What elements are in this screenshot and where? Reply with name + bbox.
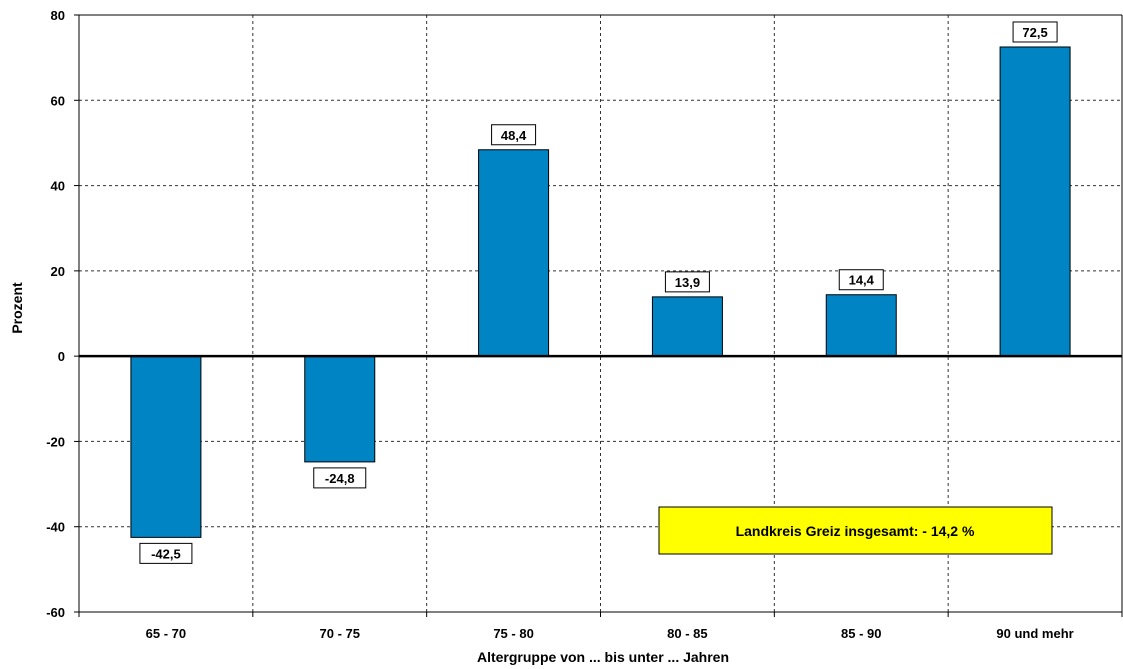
data-label: 13,9 [664,271,710,293]
y-tick-label: 0 [58,349,65,364]
data-label: 72,5 [1012,21,1058,43]
data-labels: -42,5 -24,8 48,4 13,9 14,4 72,5 [139,21,1058,564]
data-label-box [139,542,193,564]
x-tick-label: 90 und mehr [996,626,1073,641]
x-tick-label: 75 - 80 [493,626,533,641]
data-label-text: -42,5 [151,546,181,561]
data-label-box [664,271,710,293]
total-note-text: Landkreis Greiz insgesamt: - 14,2 % [736,523,975,539]
x-tick-label: 65 - 70 [146,626,186,641]
data-label: -42,5 [139,542,193,564]
data-label-box [1012,21,1058,43]
bars [130,46,1071,538]
data-label: -24,8 [313,467,367,489]
data-label-box [838,269,884,291]
y-tick-labels: -60 -40 -20 0 20 40 60 80 [46,8,65,620]
y-tick-label: -20 [46,434,65,449]
data-label-text: 48,4 [501,128,527,143]
bar [651,296,723,357]
y-tick-label: -40 [46,520,65,535]
data-label: 48,4 [491,124,537,146]
data-label-box [491,124,537,146]
bar [825,294,897,357]
y-tick-label: 40 [51,179,65,194]
data-label-box [313,467,367,489]
x-tick-label: 70 - 75 [320,626,360,641]
x-tick-labels: 65 - 70 70 - 75 75 - 80 80 - 85 85 - 90 90 un… [146,626,1074,641]
total-note-box [658,506,1053,555]
data-label-text: 13,9 [675,275,700,290]
data-label-text: 72,5 [1022,25,1047,40]
x-axis-title: Altergruppe von ... bis unter ... Jahren [477,649,729,665]
bar [999,46,1071,357]
x-tick-label: 85 - 90 [841,626,881,641]
total-note: Landkreis Greiz insgesamt: - 14,2 % [658,506,1053,555]
bar [304,355,376,463]
x-tick-label: 80 - 85 [667,626,707,641]
y-tick-label: 20 [51,264,65,279]
bar [478,149,550,357]
bar [130,355,202,538]
axes [74,14,1123,617]
y-tick-label: -60 [46,605,65,620]
data-label-text: -24,8 [325,471,355,486]
y-tick-label: 80 [51,8,65,23]
data-label-text: 14,4 [849,273,875,288]
y-axis-title: Prozent [9,282,25,334]
y-tick-label: 60 [51,93,65,108]
data-label: 14,4 [838,269,884,291]
